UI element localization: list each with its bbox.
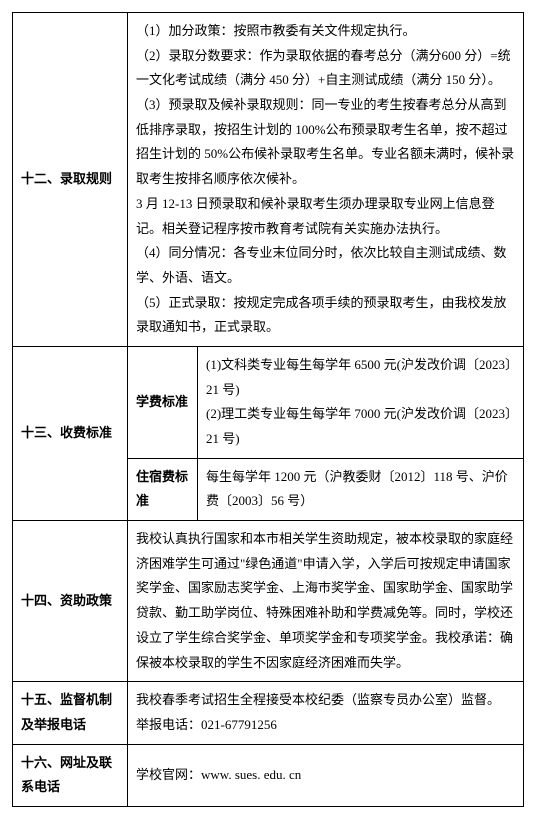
table-row: 十四、资助政策 我校认真执行国家和本市相关学生资助规定，被本校录取的家庭经济困难… xyxy=(13,521,524,682)
row-label-supervision: 十五、监督机制及举报电话 xyxy=(13,682,128,744)
row-content-admission-rules: （1）加分政策：按照市教委有关文件规定执行。（2）录取分数要求：作为录取依据的春… xyxy=(128,13,524,347)
sublabel-accommodation: 住宿费标准 xyxy=(128,458,198,520)
row-label-fees: 十三、收费标准 xyxy=(13,346,128,520)
table-row: 十三、收费标准 学费标准 (1)文科类专业每生每学年 6500 元(沪发改价调〔… xyxy=(13,346,524,458)
table-row: 十六、网址及联系电话 学校官网：www. sues. edu. cn xyxy=(13,744,524,806)
row-content-accommodation: 每生每学年 1200 元（沪教委财〔2012〕118 号、沪价费〔2003〕56… xyxy=(198,458,524,520)
sublabel-tuition: 学费标准 xyxy=(128,346,198,458)
table-row: 十五、监督机制及举报电话 我校春季考试招生全程接受本校纪委（监察专员办公室）监督… xyxy=(13,682,524,744)
row-content-supervision: 我校春季考试招生全程接受本校纪委（监察专员办公室）监督。举报电话：021-677… xyxy=(128,682,524,744)
row-label-admission-rules: 十二、录取规则 xyxy=(13,13,128,347)
row-label-aid: 十四、资助政策 xyxy=(13,521,128,682)
row-label-contact: 十六、网址及联系电话 xyxy=(13,744,128,806)
row-content-tuition: (1)文科类专业每生每学年 6500 元(沪发改价调〔2023〕21 号)(2)… xyxy=(198,346,524,458)
row-content-aid: 我校认真执行国家和本市相关学生资助规定，被本校录取的家庭经济困难学生可通过"绿色… xyxy=(128,521,524,682)
row-content-contact: 学校官网：www. sues. edu. cn xyxy=(128,744,524,806)
regulations-table: 十二、录取规则 （1）加分政策：按照市教委有关文件规定执行。（2）录取分数要求：… xyxy=(12,12,524,807)
table-row: 十二、录取规则 （1）加分政策：按照市教委有关文件规定执行。（2）录取分数要求：… xyxy=(13,13,524,347)
